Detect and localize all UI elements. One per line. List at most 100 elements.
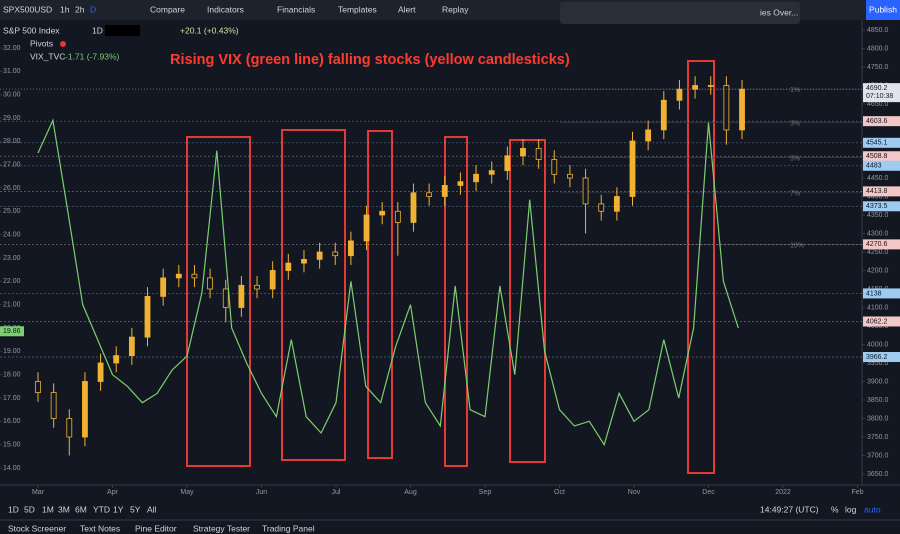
x-tick-label: Jul [332,489,341,496]
y-tick-label: 4100.0 [867,304,889,311]
y2-tick-label: 18.00 [3,372,21,379]
legend-interval: 1D [92,25,103,35]
price-marker-label: 4483 [866,163,882,170]
interval[interactable]: 2h [75,4,85,14]
auto-toggle[interactable]: auto [864,504,881,514]
y-tick-label: 3850.0 [867,397,889,404]
y-tick-label: 3750.0 [867,434,889,441]
range-button[interactable]: 1M [42,504,54,514]
price-marker [863,201,900,212]
vix-last-label: 19.86 [3,328,21,335]
candle-body [285,262,292,271]
y2-tick-label: 15.00 [3,442,21,449]
legend-vix-change: -1.71 (-7.93%) [65,51,119,61]
panel-tab[interactable]: Stock Screener [8,523,66,533]
x-tick-label: 2022 [775,489,791,496]
panel-tab[interactable]: Text Notes [80,523,120,533]
annotation-box [509,139,546,463]
candle-body [113,355,120,364]
y2-tick-label: 26.00 [3,185,21,192]
candle-body [551,159,558,175]
templates-button[interactable]: Templates [338,4,377,14]
y2-tick-label: 29.00 [3,115,21,122]
ideas-button[interactable]: ies Over... [760,7,798,17]
replay-button[interactable]: Replay [442,4,469,14]
candle-body [35,381,41,393]
y2-tick-label: 14.00 [3,465,21,472]
publish-button[interactable] [866,0,900,20]
candle-body [66,418,73,438]
price-marker [863,151,900,162]
range-button[interactable]: All [147,504,157,514]
pivot-label: 3% [790,120,800,127]
range-button[interactable]: 3M [58,504,70,514]
vix-line [37,118,739,447]
percent-toggle[interactable]: % [831,504,839,514]
candle-body [222,288,229,308]
range-button[interactable]: 1Y [113,504,124,514]
pivot-label: 5% [790,155,800,162]
price-marker [863,137,900,148]
candle-body [707,85,714,87]
panel-tab[interactable]: Strategy Tester [193,523,250,533]
x-tick-label: Nov [628,489,641,496]
y2-tick-label: 22.00 [3,278,21,285]
y-tick-label: 4200.0 [867,267,889,274]
candle-body [269,270,276,290]
price-marker-label: 4413.8 [866,188,888,195]
candle-body [660,99,667,131]
price-marker-label: 4545.1 [866,140,888,147]
legend-change: +20.1 (+0.43%) [180,25,239,35]
x-tick-label: Feb [851,489,863,496]
alert-button[interactable]: Alert [398,4,416,14]
candle-body [347,240,354,257]
x-tick-label: May [180,489,194,496]
candle-body [598,203,605,212]
candle-body [316,251,323,260]
range-button[interactable]: 5Y [130,504,141,514]
price-marker [863,116,900,127]
candle-body [175,273,182,279]
y2-tick-label: 23.00 [3,255,21,262]
range-button[interactable]: 5D [24,504,35,514]
y2-tick-label: 16.00 [3,418,21,425]
y-tick-label: 4350.0 [867,212,889,219]
candle-body [160,277,167,297]
financials-button[interactable]: Financials [277,4,315,14]
candle-body [394,210,401,223]
price-marker-label: 4603.6 [866,118,888,125]
log-toggle[interactable]: log [845,504,857,514]
candle-body [613,196,620,212]
publish-label[interactable]: Publish [869,4,897,14]
candle-body [676,88,683,101]
y-tick-label: 3700.0 [867,452,889,459]
candle-body [128,336,135,357]
candle-body [441,184,448,197]
y-tick-label: 3650.0 [867,471,889,478]
range-button[interactable]: 6M [75,504,87,514]
candle-body [410,192,417,223]
interval[interactable]: 1h [60,4,70,14]
price-marker-label: 4138 [866,290,882,297]
candle-body [207,277,213,290]
price-marker [863,186,900,197]
panel-tab[interactable]: Pine Editor [135,523,177,533]
y2-tick-label: 19.00 [3,348,21,355]
symbol[interactable]: SPX500USD [3,4,52,14]
indicators-button[interactable]: Indicators [207,4,244,14]
annotation-box [367,130,393,459]
y2-tick-label: 31.00 [3,68,21,75]
clock: 14:49:27 (UTC) [760,504,819,514]
range-button[interactable]: 1D [8,504,19,514]
range-button[interactable]: YTD [93,504,110,514]
compare-button[interactable]: Compare [150,4,185,14]
vix-last-marker [0,326,24,337]
candle-body [723,85,730,131]
y-tick-label: 4450.0 [867,175,889,182]
panel-tab[interactable]: Trading Panel [262,523,315,533]
interval[interactable]: D [90,4,96,14]
candle-body [426,192,433,197]
candle-body [191,273,198,279]
candle-body [535,147,542,160]
